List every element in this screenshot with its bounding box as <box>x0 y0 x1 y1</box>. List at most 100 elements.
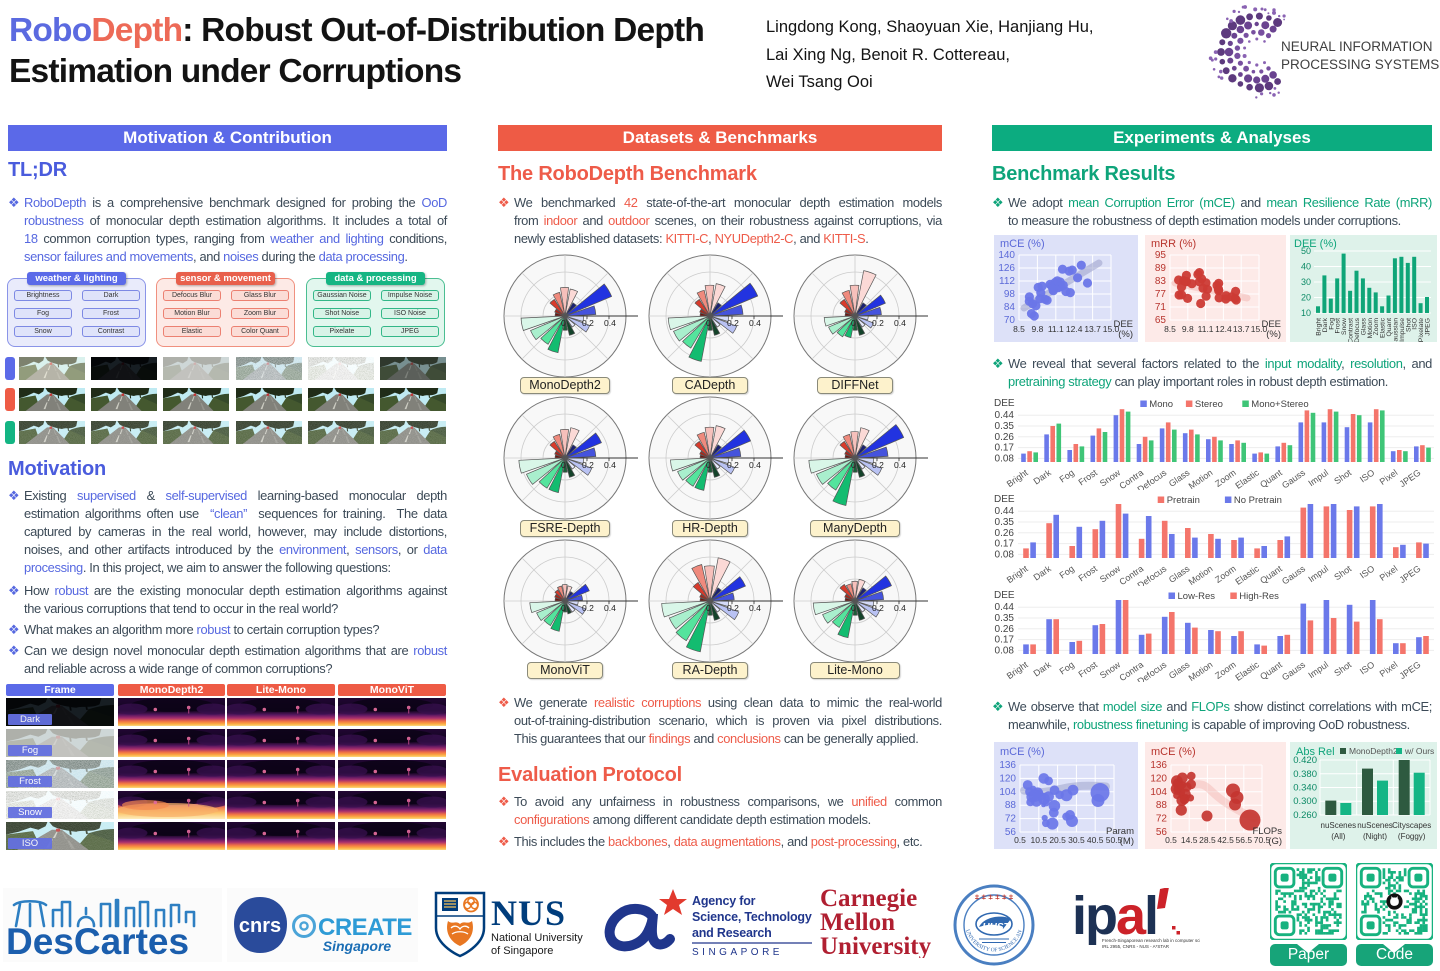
svg-text:DEE: DEE <box>994 590 1015 601</box>
svg-text:FLOPs: FLOPs <box>1252 826 1282 837</box>
svg-text:Quant: Quant <box>1386 318 1393 337</box>
svg-text:0.2: 0.2 <box>582 318 594 328</box>
svg-text:0.2: 0.2 <box>872 460 884 470</box>
svg-text:(Night): (Night) <box>1363 832 1387 841</box>
svg-text:40: 40 <box>1301 262 1311 272</box>
svg-text:Zoom: Zoom <box>1373 318 1380 336</box>
svg-text:0.35: 0.35 <box>995 613 1015 624</box>
svg-text:0.4: 0.4 <box>749 318 761 328</box>
svg-text:0.35: 0.35 <box>995 421 1015 432</box>
svg-text:Elastic: Elastic <box>1233 659 1261 682</box>
svg-text:mRR (%): mRR (%) <box>1151 238 1196 250</box>
svg-text:0.4: 0.4 <box>749 603 761 613</box>
svg-text:88: 88 <box>1005 800 1017 811</box>
svg-text:Param: Param <box>1106 826 1134 837</box>
svg-text:12.4: 12.4 <box>1066 324 1083 334</box>
svg-text:0.17: 0.17 <box>995 443 1015 454</box>
svg-text:0: 0 <box>851 318 856 328</box>
svg-text:ISO: ISO <box>1358 659 1376 676</box>
svg-text:20.5: 20.5 <box>1049 835 1066 845</box>
svg-text:Bright: Bright <box>1005 659 1030 681</box>
svg-text:(%): (%) <box>1266 329 1281 340</box>
svg-text:Science, Technology: Science, Technology <box>692 910 812 924</box>
svg-text:Defocus: Defocus <box>1354 317 1361 342</box>
svg-text:Impul: Impul <box>1306 467 1330 488</box>
svg-text:30.5: 30.5 <box>1068 835 1085 845</box>
svg-text:Pretrain: Pretrain <box>1167 495 1200 506</box>
svg-text:Zoom: Zoom <box>1213 659 1238 680</box>
svg-text:High-Res: High-Res <box>1239 591 1279 602</box>
svg-text:Shot: Shot <box>1332 659 1353 678</box>
svg-text:140: 140 <box>998 250 1015 261</box>
svg-text:Pixel: Pixel <box>1378 563 1400 582</box>
svg-text:DEE (%): DEE (%) <box>1294 238 1337 250</box>
svg-text:mCE (%): mCE (%) <box>1000 746 1045 758</box>
svg-text:Frost: Frost <box>1077 467 1100 487</box>
svg-text:cnrs: cnrs <box>239 915 281 937</box>
svg-text:0: 0 <box>561 460 566 470</box>
svg-text:(Foggy): (Foggy) <box>1398 832 1426 841</box>
svg-text:Gauss: Gauss <box>1280 467 1307 490</box>
svg-text:8.5: 8.5 <box>1164 324 1176 334</box>
svg-text:15.0: 15.0 <box>1251 324 1268 334</box>
svg-text:Snow: Snow <box>1341 318 1348 335</box>
svg-text:0.26: 0.26 <box>995 528 1015 539</box>
svg-text:ISO: ISO <box>1358 467 1376 484</box>
svg-text:50.5: 50.5 <box>1106 835 1123 845</box>
svg-text:77: 77 <box>1155 289 1167 300</box>
svg-text:112: 112 <box>999 276 1015 287</box>
svg-text:Mono: Mono <box>1149 399 1173 410</box>
svg-text:Zoom: Zoom <box>1213 563 1238 584</box>
svg-text:University: University <box>820 933 932 958</box>
svg-text:83: 83 <box>1155 276 1167 287</box>
svg-text:CREATE: CREATE <box>318 914 412 941</box>
svg-text:0: 0 <box>706 318 711 328</box>
svg-text:Bright: Bright <box>1316 318 1323 336</box>
svg-text:Bright: Bright <box>1005 467 1030 489</box>
svg-text:Quant: Quant <box>1258 563 1284 586</box>
svg-text:ISO: ISO <box>1412 318 1419 330</box>
svg-text:0.2: 0.2 <box>727 460 739 470</box>
svg-text:Fog: Fog <box>1328 318 1335 330</box>
svg-text:Motion: Motion <box>1187 659 1215 682</box>
svg-text:Pixelate: Pixelate <box>1418 318 1425 342</box>
svg-text:Zoom: Zoom <box>1213 467 1238 488</box>
svg-text:0: 0 <box>561 603 566 613</box>
svg-text:9.8: 9.8 <box>1182 324 1194 334</box>
svg-text:70.5: 70.5 <box>1254 835 1271 845</box>
svg-text:mCE (%): mCE (%) <box>1000 238 1045 250</box>
svg-text:0.26: 0.26 <box>995 432 1015 443</box>
svg-text:JPEG: JPEG <box>1398 659 1423 681</box>
svg-text:0: 0 <box>706 460 711 470</box>
svg-text:10.5: 10.5 <box>1031 835 1048 845</box>
svg-text:w/ Ours: w/ Ours <box>1404 746 1434 756</box>
svg-text:(All): (All) <box>1331 832 1346 841</box>
svg-text:(%): (%) <box>1118 329 1133 340</box>
svg-text:Glass: Glass <box>1360 317 1367 335</box>
svg-text:Dark: Dark <box>1032 563 1054 582</box>
svg-text:88: 88 <box>1156 800 1168 811</box>
svg-text:nuScenes: nuScenes <box>1357 821 1393 830</box>
svg-text:0.5: 0.5 <box>1014 835 1026 845</box>
svg-text:0.44: 0.44 <box>995 410 1015 421</box>
svg-text:DEE: DEE <box>1261 319 1281 330</box>
svg-text:98: 98 <box>1004 289 1016 300</box>
svg-text:0.2: 0.2 <box>582 603 594 613</box>
svg-text:65: 65 <box>1155 315 1167 326</box>
svg-text:Abs Rel: Abs Rel <box>1296 746 1335 758</box>
svg-text:Pixel: Pixel <box>1378 659 1400 678</box>
svg-text:0.340: 0.340 <box>1293 783 1317 794</box>
svg-text:Elastic: Elastic <box>1233 467 1261 490</box>
svg-text:NUS: NUS <box>491 893 566 933</box>
svg-text:Motion: Motion <box>1187 563 1215 586</box>
svg-text:0.380: 0.380 <box>1293 769 1317 780</box>
svg-text:13.7: 13.7 <box>1084 324 1101 334</box>
svg-text:Fog: Fog <box>1058 659 1076 676</box>
svg-text:0.2: 0.2 <box>582 460 594 470</box>
svg-text:0: 0 <box>561 318 566 328</box>
svg-text:0.300: 0.300 <box>1293 796 1317 807</box>
svg-text:Agency for: Agency for <box>692 894 756 908</box>
svg-text:136: 136 <box>999 760 1016 771</box>
svg-text:0.2: 0.2 <box>727 318 739 328</box>
svg-text:(M): (M) <box>1120 836 1134 847</box>
